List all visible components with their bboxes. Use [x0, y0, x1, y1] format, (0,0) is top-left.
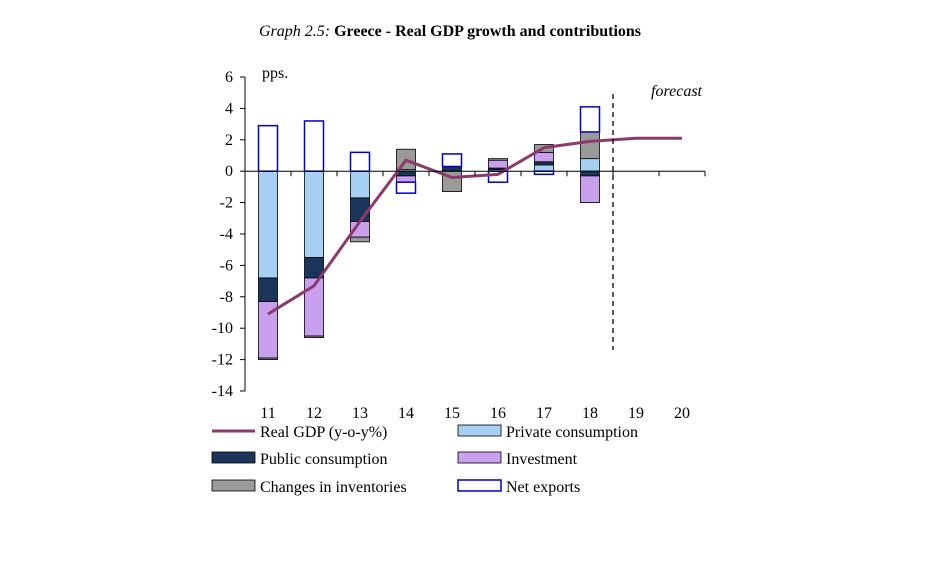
bar-changes-in-inventories [304, 335, 324, 339]
y-tick-label: 6 [225, 69, 233, 86]
bar-net-exports [257, 124, 279, 172]
y-tick-label: -14 [212, 383, 233, 400]
y-tick-label: 2 [225, 132, 233, 149]
bar-public-consumption [580, 170, 600, 177]
x-tick-label: 15 [444, 405, 460, 422]
x-tick-label: 17 [536, 405, 552, 422]
y-tick-label: -10 [212, 320, 233, 337]
y-tick-label: -2 [220, 195, 233, 212]
legend-public-consumption-swatch [211, 451, 256, 464]
x-tick-label: 20 [674, 405, 690, 422]
bar-investment [396, 175, 416, 183]
y-tick-label: 0 [225, 163, 233, 180]
chart-title: Graph 2.5: Greece - Real GDP growth and … [250, 22, 650, 42]
bar-net-exports [303, 120, 325, 172]
bar-investment [580, 175, 600, 204]
bar-net-exports [441, 153, 463, 168]
legend-public-consumption-label: Public consumption [260, 451, 388, 468]
bar-public-consumption [350, 197, 370, 222]
bar-changes-in-inventories [258, 357, 278, 360]
bar-investment [534, 151, 554, 163]
x-tick-label: 14 [398, 405, 414, 422]
bar-public-consumption [258, 277, 278, 302]
y-axis-label: pps. [262, 65, 288, 82]
legend-private-consumption-label: Private consumption [506, 424, 638, 441]
bar-private-consumption [258, 170, 278, 279]
forecast-annotation: forecast [651, 83, 703, 100]
legend-real-gdp-y-o-y-label: Real GDP (y-o-y%) [260, 424, 387, 441]
x-tick-label: 16 [490, 405, 506, 422]
x-tick-label: 11 [260, 405, 275, 422]
bar-net-exports [395, 181, 417, 194]
gdp-line [267, 136, 682, 316]
bar-changes-in-inventories [350, 236, 370, 243]
chart-title-main: Greece - Real GDP growth and contributio… [334, 23, 642, 40]
bar-private-consumption [580, 158, 600, 172]
x-tick-label: 19 [628, 405, 644, 422]
bar-private-consumption [350, 170, 370, 199]
bar-changes-in-inventories [488, 158, 508, 161]
bar-public-consumption [396, 170, 416, 177]
legend-net-exports-label: Net exports [506, 479, 580, 496]
y-tick-label: -12 [212, 352, 233, 369]
y-tick-label: 4 [225, 100, 233, 117]
x-tick-label: 12 [306, 405, 322, 422]
legend-changes-in-inventories-label: Changes in inventories [260, 479, 407, 496]
bar-net-exports [349, 151, 371, 172]
x-tick-label: 18 [582, 405, 598, 422]
legend-private-consumption-swatch [457, 424, 502, 437]
legend-investment-label: Investment [506, 451, 578, 468]
bar-investment [488, 159, 508, 169]
bar-private-consumption [304, 170, 324, 258]
bar-changes-in-inventories [580, 131, 600, 160]
y-tick-label: -4 [220, 226, 233, 243]
x-tick-label: 13 [352, 405, 368, 422]
chart-title-prefix: Graph 2.5: [258, 23, 331, 40]
bar-net-exports [579, 106, 601, 133]
bar-public-consumption [534, 161, 554, 166]
bar-private-consumption [534, 164, 554, 172]
y-tick-label: -6 [220, 257, 233, 274]
y-tick-label: -8 [220, 289, 233, 306]
legend-net-exports-swatch [457, 479, 502, 492]
legend-changes-in-inventories-swatch [211, 479, 256, 492]
legend-investment-swatch [457, 451, 502, 464]
